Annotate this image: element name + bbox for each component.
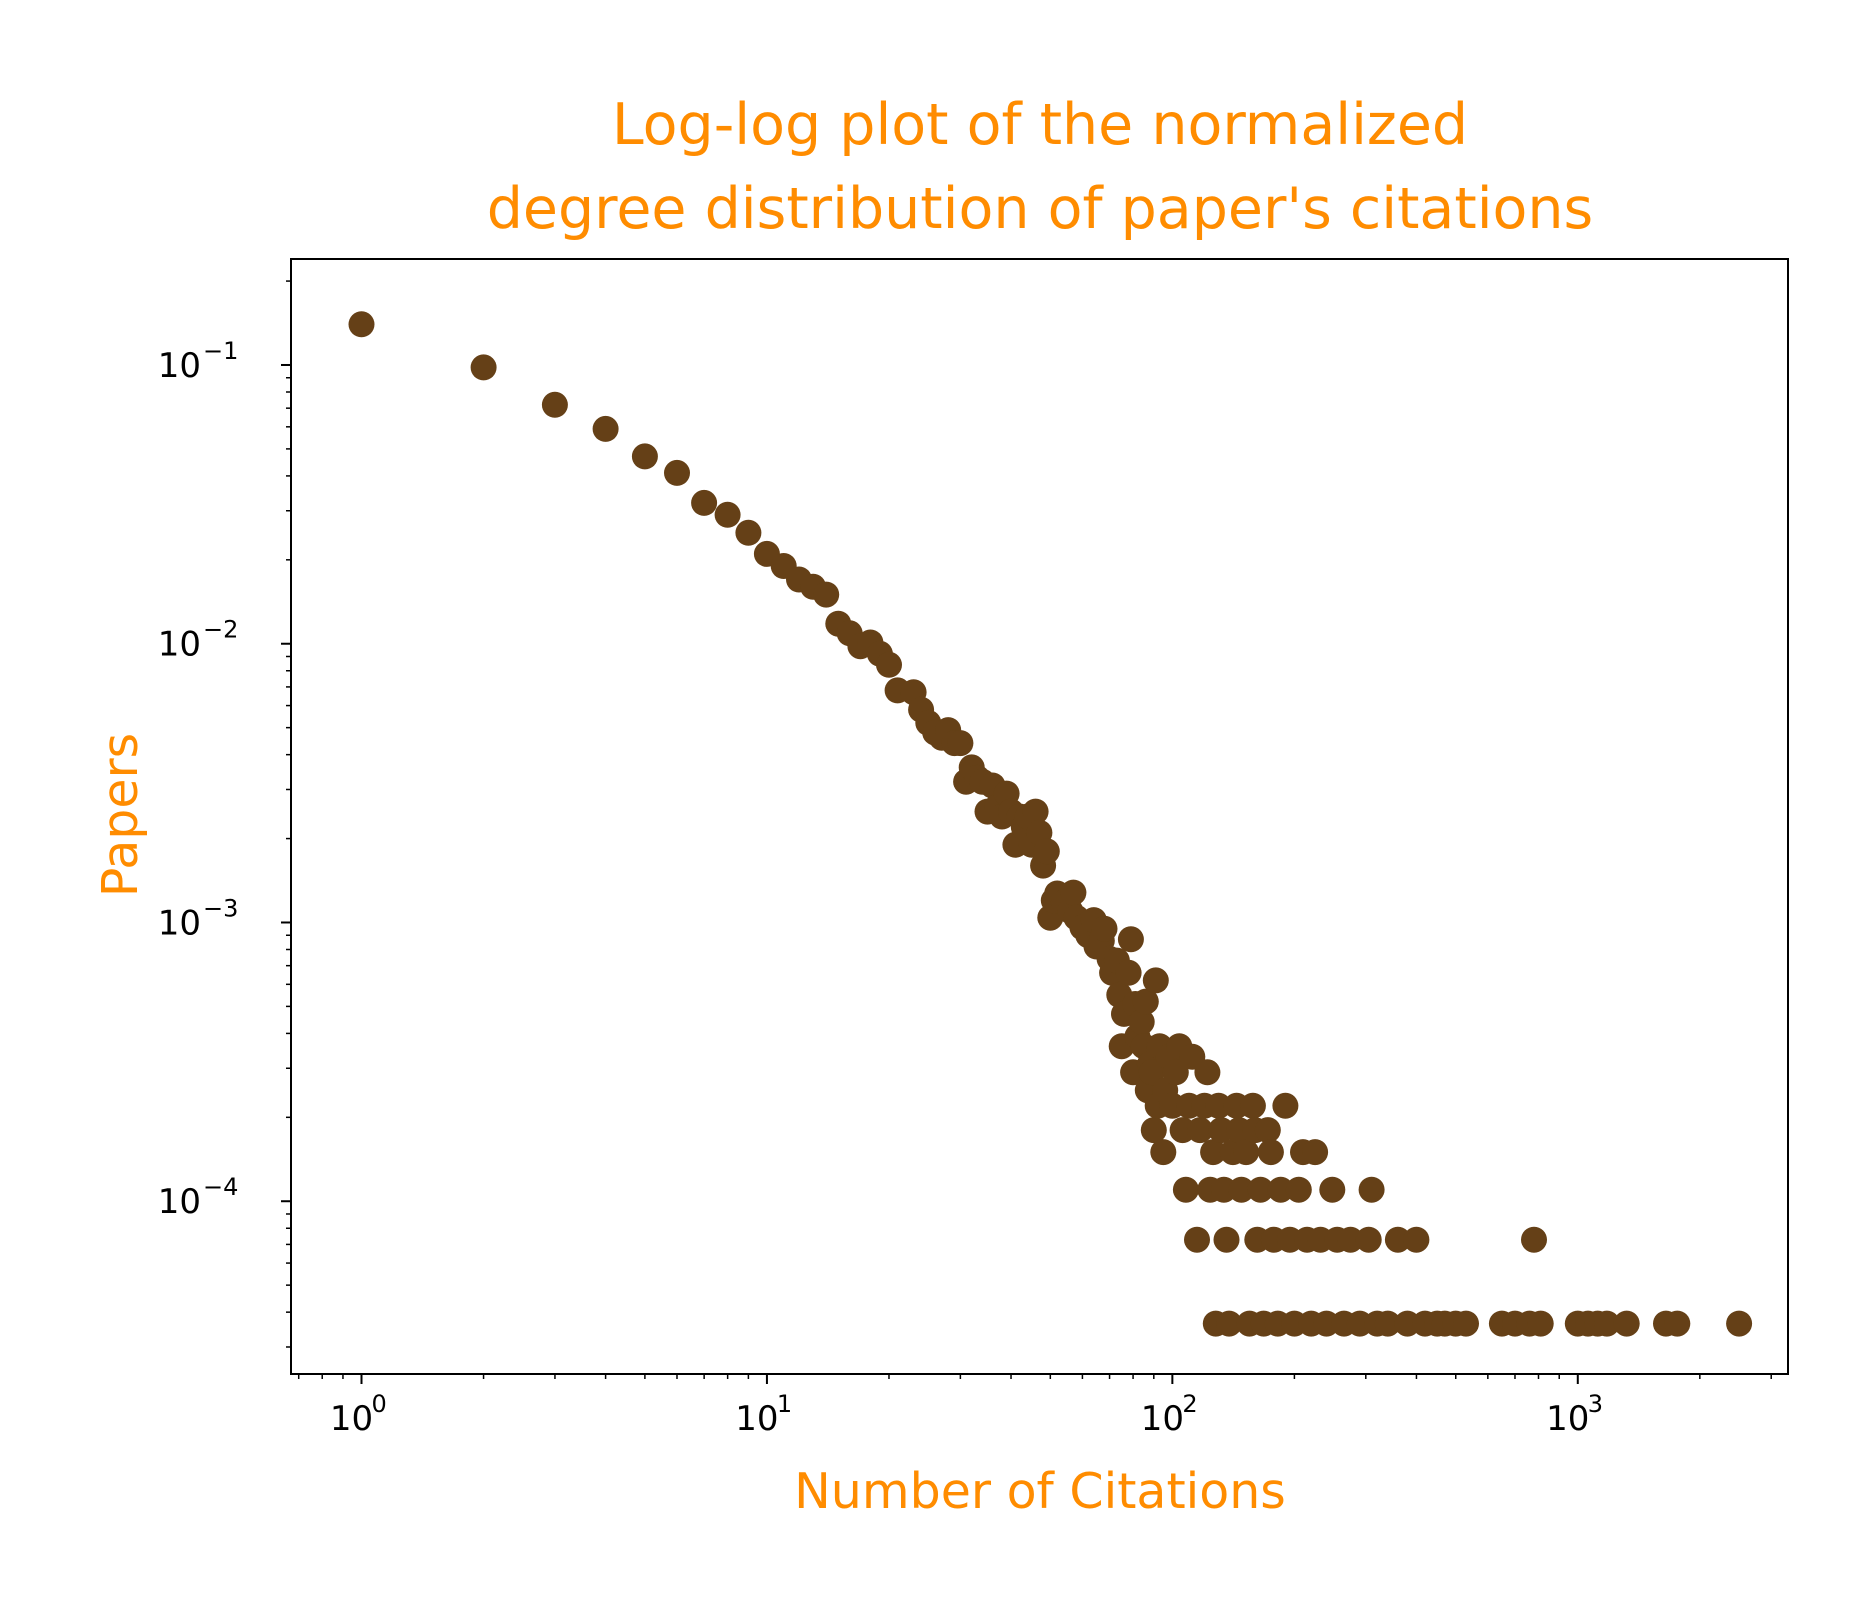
y-tick-label-exponent: −3 <box>203 894 238 922</box>
chart-title-line-2: degree distribution of paper's citations <box>487 176 1594 242</box>
data-point <box>1247 1176 1274 1203</box>
x-tick-label: 103 <box>1546 1390 1603 1439</box>
data-point <box>1022 798 1049 825</box>
data-point <box>1355 1226 1382 1253</box>
data-point <box>1200 1139 1227 1166</box>
data-point <box>1033 838 1060 865</box>
y-axis-label: Papers <box>92 733 149 897</box>
data-point <box>1142 967 1169 994</box>
x-tick-label-base: 10 <box>1546 1399 1589 1439</box>
data-point <box>1117 926 1144 953</box>
data-point <box>1272 1092 1299 1119</box>
data-point <box>1257 1139 1284 1166</box>
data-point <box>1726 1310 1753 1337</box>
x-tick-label-exponent: 3 <box>1588 1390 1603 1418</box>
x-axis-ticks: 100 101 102 103 <box>297 1374 1772 1439</box>
data-point <box>691 489 718 516</box>
data-point <box>1172 1176 1199 1203</box>
data-point <box>664 459 690 486</box>
plot-area <box>290 258 1789 1375</box>
data-point <box>592 415 619 442</box>
x-tick-label: 101 <box>735 1390 792 1439</box>
y-tick-label-base: 10 <box>158 625 201 665</box>
data-point <box>1184 1226 1210 1253</box>
chart-title-line-1: Log-log plot of the normalized <box>612 92 1468 158</box>
data-point <box>1384 1226 1411 1253</box>
data-point <box>1337 1226 1364 1253</box>
y-tick-label-base: 10 <box>158 1182 201 1222</box>
data-point <box>1233 1139 1260 1166</box>
y-axis-ticks: 10−110−210−310−4 <box>158 280 291 1348</box>
y-tick-label: 10 −1 <box>158 337 239 386</box>
y-tick-label: 10 −3 <box>158 894 239 943</box>
data-point <box>1267 1176 1294 1203</box>
data-point <box>1228 1176 1255 1203</box>
data-point <box>1150 1139 1177 1166</box>
data-point <box>1128 1008 1155 1035</box>
data-point <box>876 651 902 678</box>
data-point <box>1091 915 1118 942</box>
x-tick-label: 102 <box>1141 1390 1198 1439</box>
y-tick-label-exponent: −1 <box>203 337 238 365</box>
x-tick-label-exponent: 0 <box>372 1390 387 1418</box>
data-point <box>1239 1092 1266 1119</box>
y-tick-label: 10 −4 <box>158 1173 239 1222</box>
data-point <box>631 443 658 470</box>
data-point <box>1254 1117 1281 1144</box>
data-point <box>1208 1117 1235 1144</box>
data-point <box>1302 1139 1329 1166</box>
y-tick-label-base: 10 <box>158 903 201 943</box>
data-point <box>947 730 974 757</box>
data-point <box>1403 1226 1430 1253</box>
data-point <box>1216 1310 1243 1337</box>
data-point <box>1664 1310 1691 1337</box>
data-point <box>1140 1117 1167 1144</box>
data-point <box>1593 1310 1620 1337</box>
y-tick-label-exponent: −2 <box>203 616 238 644</box>
y-tick-label: 10 −2 <box>158 616 239 665</box>
data-point <box>1060 879 1087 906</box>
x-tick-label-exponent: 2 <box>1182 1390 1197 1418</box>
data-point <box>541 391 568 418</box>
data-point <box>735 519 762 546</box>
data-point <box>1374 1310 1401 1337</box>
scatter-points <box>348 311 1753 1337</box>
data-point <box>1213 1226 1240 1253</box>
x-tick-label-base: 10 <box>1141 1399 1184 1439</box>
x-tick-label-base: 10 <box>735 1399 778 1439</box>
y-tick-label-base: 10 <box>158 346 201 386</box>
data-point <box>348 311 375 338</box>
data-point <box>1521 1226 1547 1253</box>
data-point <box>1527 1310 1554 1337</box>
data-point <box>1187 1117 1213 1144</box>
data-point <box>1138 1059 1165 1086</box>
data-point <box>1358 1176 1385 1203</box>
data-point <box>1194 1059 1221 1086</box>
data-point <box>1285 1176 1312 1203</box>
x-axis-label: Number of Citations <box>794 1463 1286 1520</box>
data-point <box>1453 1310 1479 1337</box>
data-point <box>470 354 497 381</box>
data-point <box>1132 988 1159 1015</box>
x-tick-label-base: 10 <box>330 1399 373 1439</box>
data-point <box>1319 1176 1346 1203</box>
data-point <box>813 581 840 608</box>
x-tick-label-exponent: 1 <box>777 1390 792 1418</box>
data-point <box>714 501 741 528</box>
data-point <box>1115 959 1142 986</box>
data-point <box>1613 1310 1640 1337</box>
y-tick-label-exponent: −4 <box>203 1173 238 1201</box>
data-point <box>1205 1092 1232 1119</box>
data-point <box>1162 1059 1189 1086</box>
x-tick-label: 100 <box>330 1390 387 1439</box>
